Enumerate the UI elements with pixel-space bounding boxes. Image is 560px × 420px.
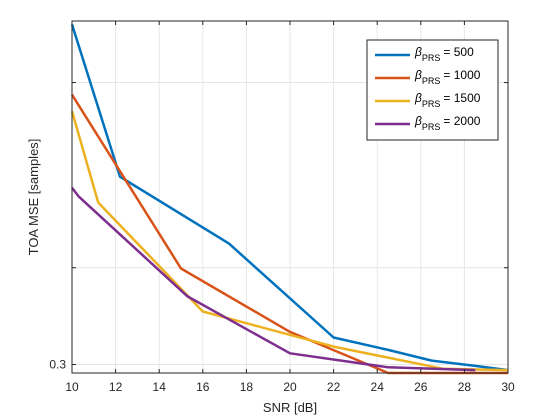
x-tick-label: 14 <box>153 380 167 394</box>
series-line-4 <box>71 187 476 372</box>
legend-entry: βPRS = 2000 <box>414 114 481 132</box>
y-ticks: 0.3 <box>49 82 508 372</box>
x-tick-label: 26 <box>414 380 428 394</box>
legend: βPRS = 500 βPRS = 1000 βPRS = 1500 βPRS = 2000 <box>366 39 499 141</box>
x-axis-label: SNR [dB] <box>263 400 317 415</box>
x-tick-label: 30 <box>501 380 515 394</box>
y-tick-label: 0.3 <box>49 358 66 372</box>
legend-entry: βPRS = 1000 <box>414 68 481 86</box>
x-ticks: 10 12 14 16 18 20 22 24 26 28 30 <box>65 21 515 394</box>
legend-entry: βPRS = 1500 <box>414 91 481 109</box>
x-tick-label: 12 <box>109 380 123 394</box>
series-line-1 <box>70 24 509 372</box>
x-tick-label: 16 <box>196 380 210 394</box>
x-tick-label: 24 <box>371 380 385 394</box>
legend-entry: βPRS = 500 <box>414 45 474 63</box>
x-tick-label: 18 <box>240 380 254 394</box>
x-tick-label: 22 <box>327 380 341 394</box>
x-tick-label: 28 <box>458 380 472 394</box>
y-axis-label: TOA MSE [samples] <box>26 139 41 256</box>
x-tick-label: 20 <box>283 380 297 394</box>
x-tick-label: 10 <box>65 380 79 394</box>
